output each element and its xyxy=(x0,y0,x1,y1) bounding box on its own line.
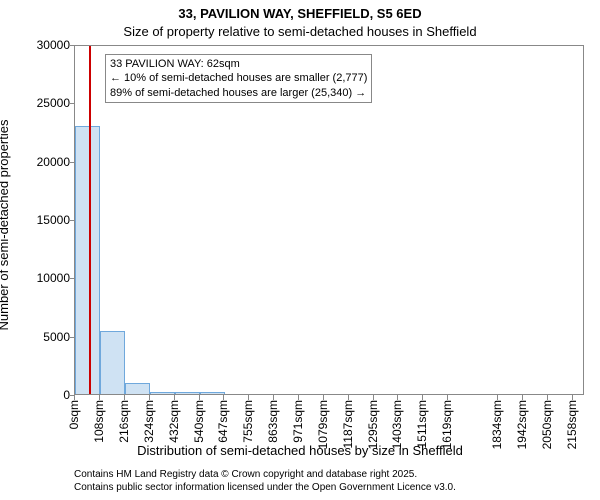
histogram-bar xyxy=(75,126,100,394)
y-tick-label: 5000 xyxy=(20,330,70,344)
x-tick-label: 324sqm xyxy=(142,400,156,443)
x-tick-label: 432sqm xyxy=(167,400,181,443)
x-tick-label: 1619sqm xyxy=(440,400,454,449)
x-tick-label: 971sqm xyxy=(291,400,305,443)
y-tick-label: 10000 xyxy=(20,271,70,285)
property-marker-line xyxy=(89,46,91,394)
x-tick-label: 216sqm xyxy=(117,400,131,443)
x-tick-label: 2158sqm xyxy=(565,400,579,449)
annotation-line1: 33 PAVILION WAY: 62sqm xyxy=(110,57,367,71)
chart-title-line2: Size of property relative to semi-detach… xyxy=(0,24,600,39)
y-tick-label: 15000 xyxy=(20,213,70,227)
annotation-box: 33 PAVILION WAY: 62sqm ← 10% of semi-det… xyxy=(105,54,372,103)
x-tick-label: 647sqm xyxy=(216,400,230,443)
chart-container: 33, PAVILION WAY, SHEFFIELD, S5 6ED Size… xyxy=(0,0,600,500)
y-tick-label: 30000 xyxy=(20,38,70,52)
histogram-bar xyxy=(200,392,225,394)
y-axis-label: Number of semi-detached properties xyxy=(0,50,16,400)
histogram-bar xyxy=(100,331,125,394)
plot-area: 33 PAVILION WAY: 62sqm ← 10% of semi-det… xyxy=(74,45,584,395)
annotation-line3: 89% of semi-detached houses are larger (… xyxy=(110,86,367,100)
x-tick-label: 1079sqm xyxy=(316,400,330,449)
x-tick-label: 0sqm xyxy=(67,400,81,429)
histogram-bar xyxy=(150,392,175,394)
footer-line1: Contains HM Land Registry data © Crown c… xyxy=(74,469,456,482)
x-tick-label: 108sqm xyxy=(92,400,106,443)
x-tick-label: 1403sqm xyxy=(390,400,404,449)
y-tick-label: 0 xyxy=(20,388,70,402)
y-tick-label: 25000 xyxy=(20,96,70,110)
x-tick-label: 755sqm xyxy=(241,400,255,443)
histogram-bar xyxy=(175,392,200,394)
x-tick-label: 863sqm xyxy=(266,400,280,443)
x-tick-label: 1511sqm xyxy=(415,400,429,448)
x-axis-label: Distribution of semi-detached houses by … xyxy=(0,443,600,458)
chart-title-line1: 33, PAVILION WAY, SHEFFIELD, S5 6ED xyxy=(0,6,600,21)
x-tick-label: 1942sqm xyxy=(515,400,529,449)
y-tick-label: 20000 xyxy=(20,155,70,169)
footer-line2: Contains public sector information licen… xyxy=(74,482,456,495)
x-tick-label: 2050sqm xyxy=(540,400,554,449)
footer-attribution: Contains HM Land Registry data © Crown c… xyxy=(74,469,456,494)
annotation-line2: ← 10% of semi-detached houses are smalle… xyxy=(110,71,367,85)
histogram-bar xyxy=(125,383,150,395)
x-tick-label: 1834sqm xyxy=(490,400,504,449)
x-tick-label: 1187sqm xyxy=(341,400,355,448)
x-tick-label: 540sqm xyxy=(192,400,206,443)
x-tick-label: 1295sqm xyxy=(366,400,380,449)
